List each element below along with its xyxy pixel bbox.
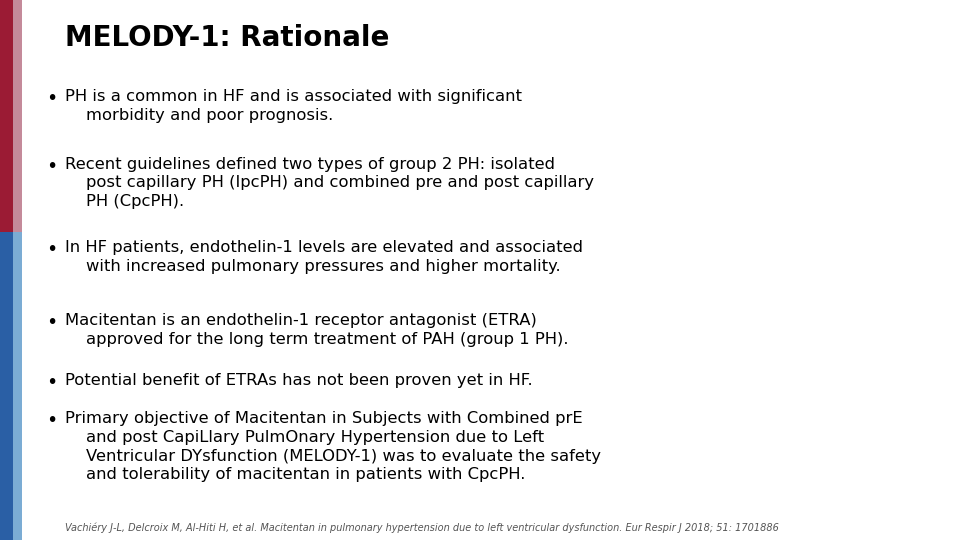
Text: Potential benefit of ETRAs has not been proven yet in HF.: Potential benefit of ETRAs has not been … — [65, 373, 533, 388]
Text: MELODY-1: Rationale: MELODY-1: Rationale — [65, 24, 390, 52]
Text: •: • — [46, 411, 58, 430]
Text: PH is a common in HF and is associated with significant
    morbidity and poor p: PH is a common in HF and is associated w… — [65, 89, 522, 123]
Text: Primary objective of Macitentan in Subjects with Combined prE
    and post CapiL: Primary objective of Macitentan in Subje… — [65, 411, 601, 482]
Bar — [13, 0, 22, 297]
Text: •: • — [46, 313, 58, 332]
Text: Recent guidelines defined two types of group 2 PH: isolated
    post capillary P: Recent guidelines defined two types of g… — [65, 157, 594, 209]
Text: •: • — [46, 240, 58, 259]
Bar — [0, 232, 13, 540]
Text: •: • — [46, 157, 58, 176]
Text: Macitentan is an endothelin-1 receptor antagonist (ETRA)
    approved for the lo: Macitentan is an endothelin-1 receptor a… — [65, 313, 568, 347]
Text: Vachiéry J-L, Delcroix M, Al-Hiti H, et al. Macitentan in pulmonary hypertension: Vachiéry J-L, Delcroix M, Al-Hiti H, et … — [65, 523, 780, 533]
Text: •: • — [46, 89, 58, 108]
Bar — [13, 232, 22, 540]
Text: •: • — [46, 373, 58, 392]
Bar — [0, 0, 13, 297]
Text: In HF patients, endothelin-1 levels are elevated and associated
    with increas: In HF patients, endothelin-1 levels are … — [65, 240, 584, 274]
